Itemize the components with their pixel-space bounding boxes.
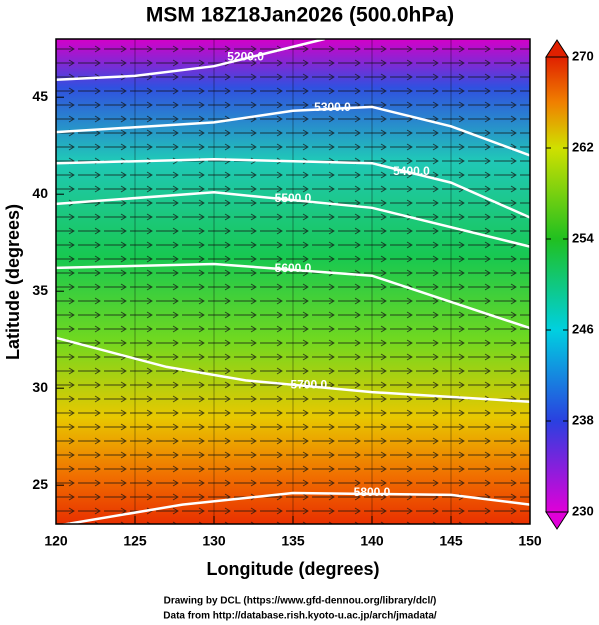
x-tick-label: 145 [439,533,463,549]
y-tick-label: 40 [32,185,48,201]
map-title: MSM 18Z18Jan2026 (500.0hPa) [146,4,454,27]
footer-credit: Drawing by DCL (https://www.gfd-dennou.o… [164,596,437,607]
colorbar-tick-label: 238 [572,412,594,427]
colorbar-tick-label: 246 [572,321,594,336]
contour-line [55,262,531,330]
contour-label: 5400.0 [393,164,430,178]
contour-line [55,191,531,248]
colorbar-tick-label: 254 [572,230,594,245]
colorbar-min-arrow [545,511,569,530]
colorbar-tick-label: 262 [572,139,594,154]
contour-label: 5300.0 [314,100,351,114]
colorbar-tick-label: 270 [572,48,594,63]
x-tick-label: 140 [360,533,384,549]
contour-line [55,336,531,404]
x-tick-label: 125 [123,533,147,549]
contour-label: 5500.0 [275,191,312,205]
x-tick-label: 130 [202,533,226,549]
x-tick-label: 150 [518,533,542,549]
x-tick-label: 135 [281,533,305,549]
y-axis-label: Latitude (degrees) [3,204,23,360]
contour-line [55,105,531,157]
contour-line [55,491,531,528]
contour-label: 5600.0 [275,261,312,275]
contour-label: 5200.0 [227,50,264,64]
x-axis-label: Longitude (degrees) [206,559,379,579]
contour-label: 5700.0 [290,377,327,391]
y-tick-label: 45 [32,88,48,104]
colorbar [545,56,569,513]
x-tick-label: 120 [44,533,68,549]
footer-source: Data from http://database.rish.kyoto-u.a… [163,611,437,622]
contour-line [55,37,325,81]
colorbar-max-arrow [545,39,569,58]
contour-label: 5800.0 [354,485,391,499]
contour-line [55,158,531,219]
y-tick-label: 25 [32,476,48,492]
y-tick-label: 35 [32,282,48,298]
y-tick-label: 30 [32,379,48,395]
colorbar-tick-label: 230 [572,503,594,518]
